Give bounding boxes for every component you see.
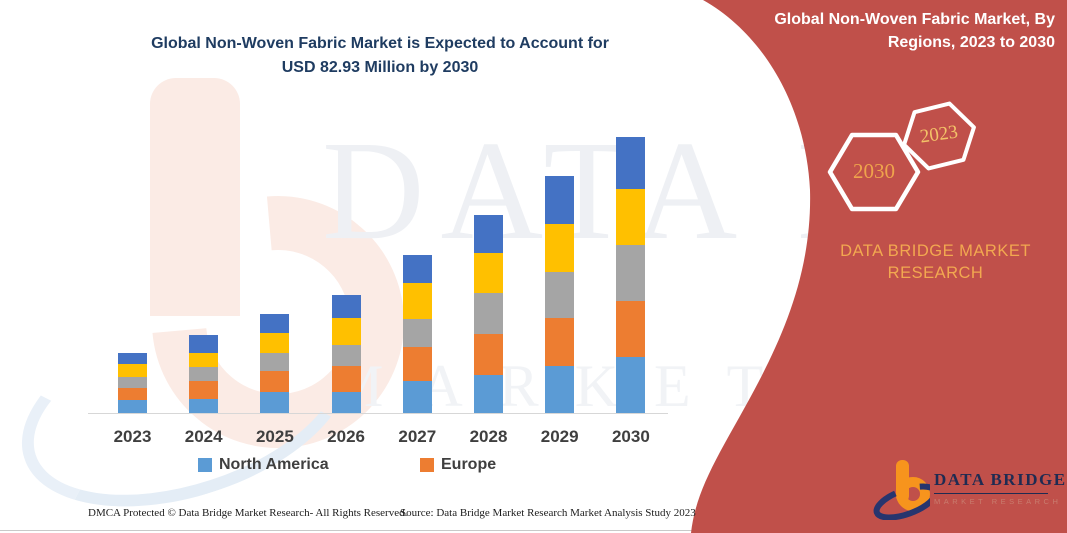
chart-title-line2: USD 82.93 Million by 2030 bbox=[281, 59, 479, 76]
bar-segment bbox=[189, 398, 219, 413]
x-axis-label: 2029 bbox=[540, 427, 579, 446]
bar-segment bbox=[402, 319, 432, 348]
x-axis-label: 2027 bbox=[398, 427, 437, 446]
x-axis-label: 2026 bbox=[327, 427, 365, 446]
legend-label: North America bbox=[219, 456, 329, 473]
banner-heading-line1: Global Non-Woven Fabric Market, By bbox=[774, 11, 1055, 28]
bar-segment bbox=[118, 388, 147, 400]
logo-subtitle: MARKET RESEARCH bbox=[934, 497, 1062, 506]
bar-segment bbox=[402, 283, 432, 320]
bar-segment bbox=[331, 391, 361, 413]
legend-item: Europe bbox=[420, 456, 496, 474]
bar-segment bbox=[474, 214, 503, 253]
hexagon-2023 bbox=[902, 101, 976, 171]
bar-segment bbox=[545, 318, 575, 366]
bar-segment bbox=[402, 254, 432, 284]
source-note: Source: Data Bridge Market Research Mark… bbox=[400, 507, 696, 519]
bar-segment bbox=[260, 333, 290, 354]
bar-segment bbox=[474, 252, 503, 293]
bar-segment bbox=[260, 371, 290, 393]
bar-segment bbox=[331, 318, 361, 345]
bar-segment bbox=[189, 381, 219, 399]
bar-segment bbox=[118, 364, 147, 377]
legend-label: Europe bbox=[441, 456, 497, 473]
dmca-notice: DMCA Protected © Data Bridge Market Rese… bbox=[88, 507, 408, 519]
bar-segment bbox=[118, 400, 147, 413]
bar-segment bbox=[189, 334, 219, 354]
bottom-border-line bbox=[0, 530, 1067, 531]
banner-heading: Global Non-Woven Fabric Market, By Regio… bbox=[635, 8, 1055, 54]
logo-b-icon bbox=[873, 460, 930, 520]
bar-segment bbox=[616, 189, 646, 246]
bar-segment bbox=[474, 334, 503, 375]
legend-item: North America bbox=[198, 456, 329, 474]
bar-segment bbox=[331, 344, 361, 366]
x-axis-label: 2025 bbox=[255, 427, 294, 446]
bar-segment bbox=[474, 292, 503, 335]
bar-segment bbox=[545, 175, 575, 224]
bar-segment bbox=[545, 365, 575, 413]
bar-segment bbox=[189, 367, 219, 382]
bar-segment bbox=[402, 380, 432, 413]
bar-segment bbox=[331, 365, 361, 392]
bar-segment bbox=[545, 223, 575, 272]
bar-segment bbox=[118, 353, 147, 365]
bar-segment bbox=[474, 374, 503, 413]
bar-segment bbox=[260, 313, 290, 334]
bar-segment bbox=[402, 347, 432, 381]
logo-text: DATA BRIDGE MARKET RESEARCH bbox=[934, 470, 1067, 506]
bar-segment bbox=[260, 392, 290, 413]
bar-segment bbox=[189, 353, 219, 368]
logo-name: DATA BRIDGE bbox=[934, 470, 1067, 489]
bar-segment bbox=[545, 271, 575, 319]
bar-segment bbox=[118, 376, 147, 389]
bar-segment bbox=[616, 301, 646, 358]
hexagon-2030 bbox=[827, 132, 921, 212]
legend-swatch-icon bbox=[198, 458, 212, 472]
x-axis-label: 2024 bbox=[184, 427, 223, 446]
brand-wordmark-line1: DATA BRIDGE MARKET bbox=[840, 242, 1031, 260]
x-axis-label: 2030 bbox=[611, 427, 650, 446]
banner-heading-line2: Regions, 2023 to 2030 bbox=[887, 34, 1055, 51]
chart-title-line1: Global Non-Woven Fabric Market is Expect… bbox=[151, 35, 609, 52]
brand-wordmark: DATA BRIDGE MARKET RESEARCH bbox=[808, 240, 1063, 284]
bar-segment bbox=[260, 353, 290, 372]
bar-segment bbox=[616, 137, 646, 190]
brand-wordmark-line2: RESEARCH bbox=[887, 264, 984, 282]
legend-swatch-icon bbox=[420, 458, 434, 472]
data-bridge-logo: DATA BRIDGE MARKET RESEARCH bbox=[872, 448, 1065, 528]
x-axis-label: 2028 bbox=[469, 427, 508, 446]
hexagon-2030-label: 2030 bbox=[853, 159, 895, 183]
x-axis-label: 2023 bbox=[113, 427, 152, 446]
bar-segment bbox=[331, 294, 361, 319]
bar-segment bbox=[616, 357, 646, 413]
year-hexagons bbox=[827, 101, 976, 212]
bar-segment bbox=[616, 245, 646, 302]
x-axis-line bbox=[88, 413, 668, 414]
logo-divider bbox=[934, 493, 1048, 494]
chart-title: Global Non-Woven Fabric Market is Expect… bbox=[75, 32, 685, 80]
